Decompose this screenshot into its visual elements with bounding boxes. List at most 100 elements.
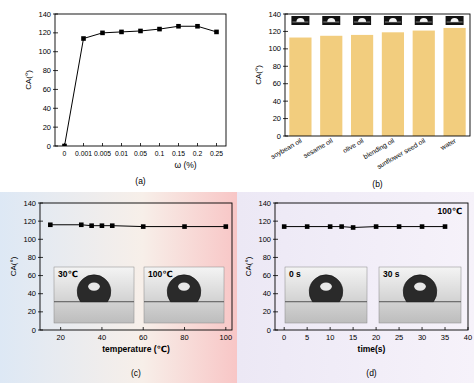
marker: [195, 24, 200, 29]
x-tick-label: 0.25: [210, 150, 223, 157]
panel: 020406080100120140CA(°)20406080100temper…: [0, 192, 237, 383]
icon-droplet: [451, 18, 459, 22]
icon-droplet: [358, 18, 366, 22]
y-tick-label: 140: [38, 10, 51, 19]
y-axis-label: CA(°): [24, 70, 33, 90]
panel-title: (d): [366, 368, 377, 378]
icon-background: [415, 16, 433, 25]
marker: [157, 27, 162, 32]
panel: 020406080100120140CA(°)00.0010.0050.010.…: [24, 10, 226, 186]
marker: [420, 224, 425, 229]
x-tick-label: 30: [418, 333, 426, 342]
panel: 020406080100120140CA(°)0510152025303540t…: [237, 192, 474, 383]
y-tick-label: 140: [23, 199, 36, 208]
x-tick: [225, 327, 226, 330]
x-tick-label: 0: [282, 333, 286, 342]
icon-background: [291, 16, 309, 25]
bar: [351, 35, 373, 136]
bar: [443, 28, 465, 136]
y-tick-label: 80: [273, 62, 281, 71]
icon-droplet: [420, 18, 428, 22]
inset-highlight: [88, 282, 100, 290]
y-tick-label: 40: [273, 97, 281, 106]
x-tick: [399, 327, 400, 330]
x-axis-label: time(s): [358, 344, 386, 354]
x-tick-label: 25: [395, 333, 403, 342]
x-tick-label: 15: [349, 333, 357, 342]
bar: [382, 32, 404, 136]
series-line: [65, 26, 217, 146]
x-tick-label: soybean oil: [270, 137, 304, 161]
marker: [374, 224, 379, 229]
x-tick-label: 0.001: [75, 150, 92, 157]
marker: [119, 30, 124, 35]
bar: [320, 36, 342, 136]
y-tick-label: 80: [263, 253, 271, 262]
y-tick-label: 100: [258, 235, 271, 244]
plot-frame: [55, 14, 226, 146]
y-tick: [285, 48, 288, 49]
y-tick-label: 20: [273, 114, 281, 123]
icon-background: [322, 16, 340, 25]
marker: [224, 224, 229, 229]
inset-photo: [379, 267, 461, 323]
marker: [282, 224, 287, 229]
x-tick-label: 0.005: [94, 150, 111, 157]
x-tick-label: sesame oil: [302, 137, 334, 160]
y-tick-label: 40: [43, 104, 51, 113]
icon-surface: [354, 22, 370, 23]
y-tick-label: 0: [277, 132, 281, 141]
y-tick-label: 0: [267, 326, 271, 335]
inset-droplet: [403, 275, 437, 302]
y-tick-label: 20: [43, 123, 51, 132]
x-tick: [445, 327, 446, 330]
marker: [81, 36, 86, 41]
marker: [100, 31, 105, 36]
x-tick-label: 20: [372, 333, 380, 342]
y-tick-label: 140: [268, 10, 281, 19]
y-tick-label: 0: [32, 326, 36, 335]
inset-droplet: [77, 275, 111, 302]
bar: [413, 31, 435, 136]
figure: 020406080100120140CA(°)00.0010.0050.010.…: [0, 0, 474, 383]
x-tick-label: 40: [98, 333, 106, 342]
marker: [138, 29, 143, 34]
x-tick: [307, 327, 308, 330]
marker: [79, 222, 84, 227]
x-tick-label: 0.2: [193, 150, 203, 157]
icon-background: [446, 16, 464, 25]
y-tick-label: 20: [263, 307, 271, 316]
y-tick: [275, 275, 278, 276]
annotation: 30 s: [383, 269, 400, 279]
icon-surface: [292, 22, 308, 23]
marker: [48, 222, 53, 227]
inset-photo: [54, 267, 134, 323]
plot-frame: [275, 203, 468, 330]
y-tick: [285, 83, 288, 84]
bar: [289, 38, 311, 136]
x-tick-label: 60: [139, 333, 147, 342]
annotation: 100℃: [438, 206, 462, 216]
marker: [141, 224, 146, 229]
panel-background: [0, 192, 237, 383]
plot-frame: [40, 203, 232, 330]
y-tick-label: 100: [23, 235, 36, 244]
icon-droplet: [296, 18, 304, 22]
y-tick: [275, 239, 278, 240]
y-tick-label: 80: [43, 66, 51, 75]
y-tick: [275, 221, 278, 222]
x-tick-label: water: [438, 136, 457, 151]
marker: [182, 224, 187, 229]
x-tick: [101, 327, 102, 330]
marker: [110, 223, 115, 228]
y-axis-label: CA(°): [254, 65, 263, 85]
x-tick-label: 0: [63, 150, 67, 157]
x-tick-label: 40: [464, 333, 472, 342]
marker: [397, 224, 402, 229]
x-tick-label: 10: [326, 333, 334, 342]
inset-photo: [285, 267, 367, 323]
icon-background: [353, 16, 371, 25]
marker: [89, 223, 94, 228]
marker: [100, 223, 105, 228]
icon-droplet: [389, 18, 397, 22]
